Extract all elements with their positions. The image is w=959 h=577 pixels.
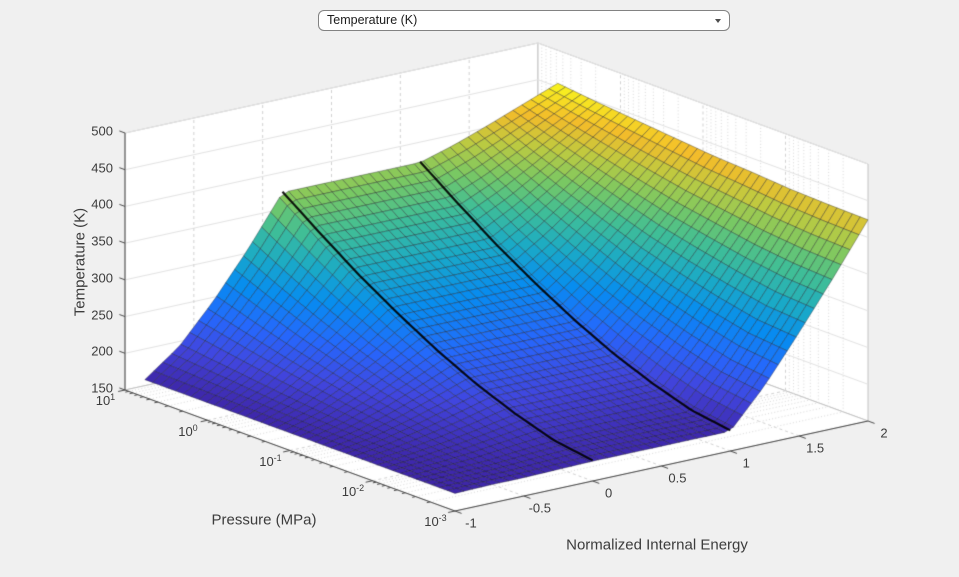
signal-selector-value: Temperature (K) (327, 13, 418, 27)
chevron-down-icon (715, 18, 721, 23)
signal-selector-dropdown[interactable]: Temperature (K) (318, 10, 730, 31)
